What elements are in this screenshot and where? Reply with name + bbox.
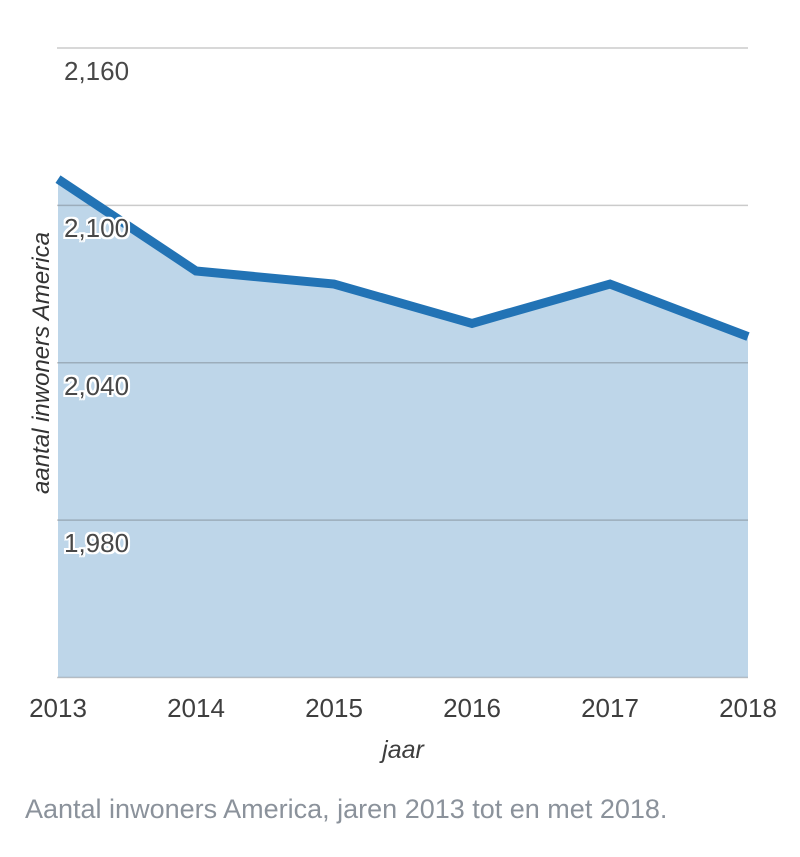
x-axis-title: jaar [382,736,424,764]
data-line [55,175,750,341]
y-axis-tick-label: 2,160 [64,56,130,86]
x-axis-tick-label: 2016 [443,693,501,723]
y-axis-tick-label: 2,100 [64,213,130,244]
area-fill [58,179,748,678]
x-axis-tick-label: 2014 [167,693,225,723]
x-axis-tick-label: 2013 [29,693,87,723]
y-axis-tick-label: 1,980 [64,528,130,559]
chart-caption: Aantal inwoners America, jaren 2013 tot … [25,794,668,824]
chart-plot-area [55,47,750,679]
x-axis-tick-label: 2017 [581,693,639,723]
y-axis-tick-label: 2,040 [64,370,130,401]
x-axis-tick-label: 2018 [719,693,777,723]
y-axis-title: aantal inwoners America [28,232,55,494]
x-axis-tick-label: 2015 [305,693,363,723]
